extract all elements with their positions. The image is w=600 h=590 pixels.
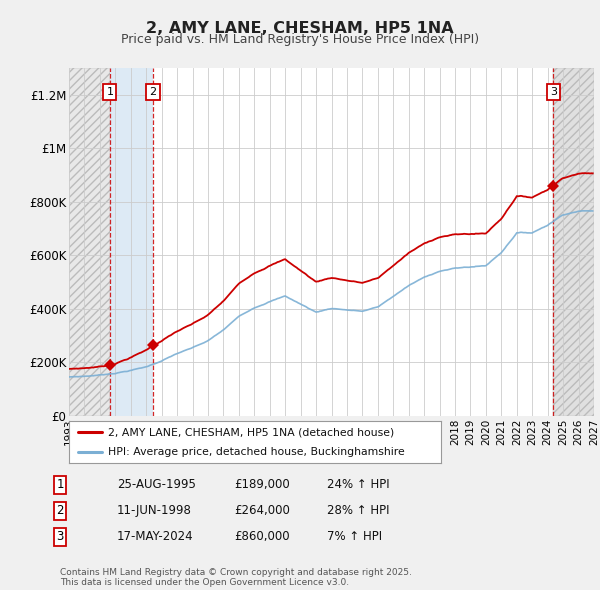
Text: Contains HM Land Registry data © Crown copyright and database right 2025.
This d: Contains HM Land Registry data © Crown c… (60, 568, 412, 587)
Text: 3: 3 (56, 530, 64, 543)
Text: 25-AUG-1995: 25-AUG-1995 (117, 478, 196, 491)
Text: 2: 2 (56, 504, 64, 517)
Text: 1: 1 (106, 87, 113, 97)
Text: 17-MAY-2024: 17-MAY-2024 (117, 530, 194, 543)
Text: 7% ↑ HPI: 7% ↑ HPI (327, 530, 382, 543)
Text: Price paid vs. HM Land Registry's House Price Index (HPI): Price paid vs. HM Land Registry's House … (121, 33, 479, 46)
Bar (553, 68, 594, 416)
Text: 2: 2 (149, 87, 157, 97)
Text: 2, AMY LANE, CHESHAM, HP5 1NA: 2, AMY LANE, CHESHAM, HP5 1NA (146, 21, 454, 35)
Bar (110, 68, 153, 416)
Text: 28% ↑ HPI: 28% ↑ HPI (327, 504, 389, 517)
Text: 1: 1 (56, 478, 64, 491)
Text: HPI: Average price, detached house, Buckinghamshire: HPI: Average price, detached house, Buck… (108, 447, 405, 457)
Bar (69, 68, 110, 416)
Text: 24% ↑ HPI: 24% ↑ HPI (327, 478, 389, 491)
Bar (69, 68, 110, 416)
Text: 2, AMY LANE, CHESHAM, HP5 1NA (detached house): 2, AMY LANE, CHESHAM, HP5 1NA (detached … (108, 427, 394, 437)
Text: £264,000: £264,000 (234, 504, 290, 517)
Text: 11-JUN-1998: 11-JUN-1998 (117, 504, 192, 517)
Text: £189,000: £189,000 (234, 478, 290, 491)
Text: 3: 3 (550, 87, 557, 97)
Text: £860,000: £860,000 (234, 530, 290, 543)
Bar (553, 68, 594, 416)
